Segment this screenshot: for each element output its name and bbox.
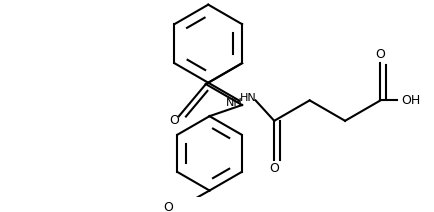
- Text: O: O: [169, 114, 179, 127]
- Text: O: O: [163, 201, 173, 212]
- Text: O: O: [269, 162, 279, 175]
- Text: HN: HN: [239, 93, 256, 103]
- Text: O: O: [375, 48, 385, 61]
- Text: OH: OH: [400, 94, 419, 107]
- Text: NH: NH: [226, 98, 243, 108]
